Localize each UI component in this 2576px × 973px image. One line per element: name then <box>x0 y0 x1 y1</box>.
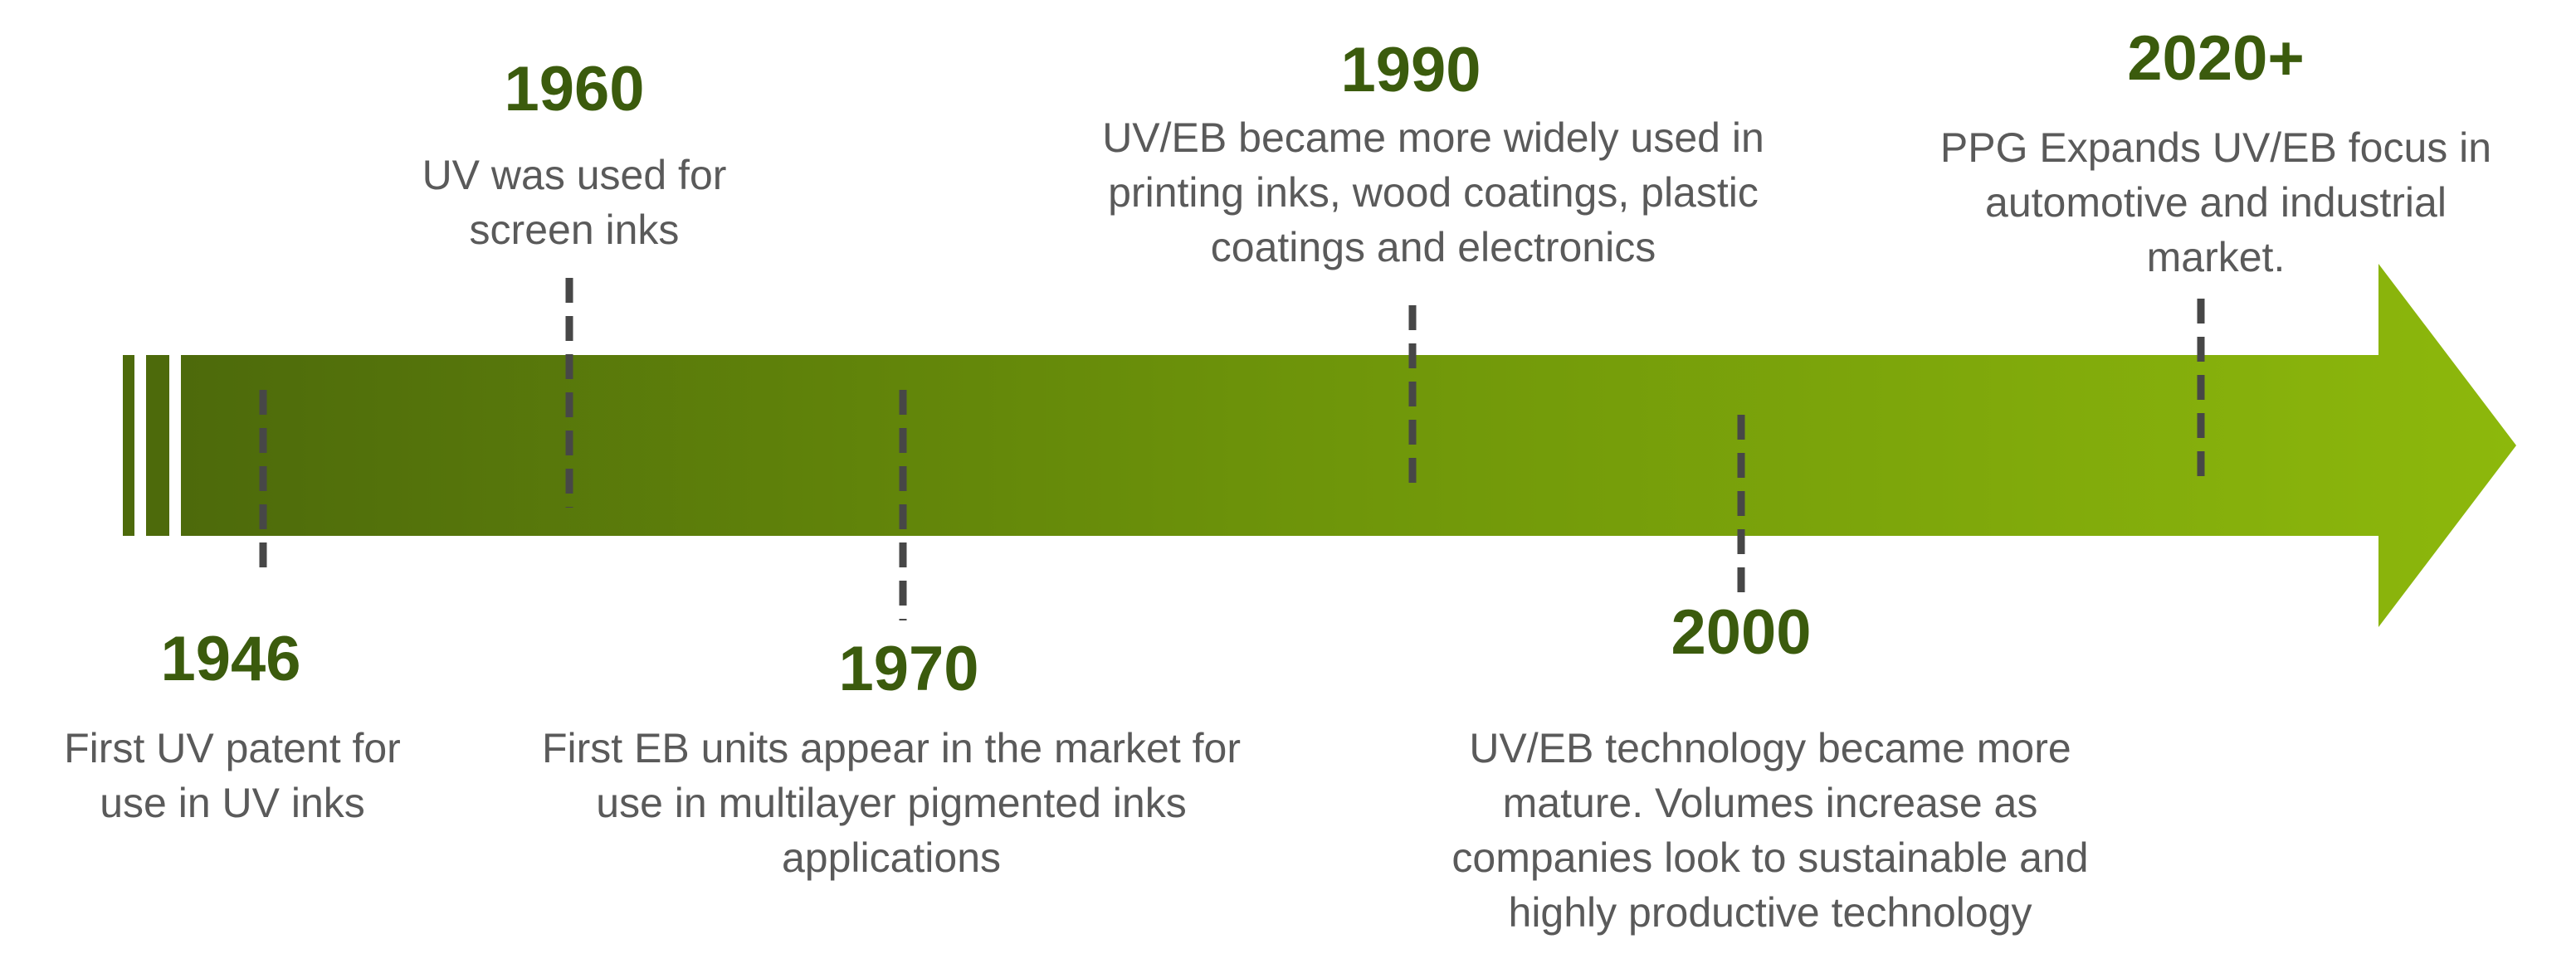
event-year: 1990 <box>1340 35 1481 105</box>
event-description: use in multilayer pigmented inks <box>596 780 1186 826</box>
event-description: companies look to sustainable and <box>1451 834 2088 881</box>
event-year: 1946 <box>160 624 300 694</box>
event-description: market. <box>2147 234 2286 280</box>
event-year: 1960 <box>504 54 644 124</box>
arrow-stripe <box>123 355 134 536</box>
event-description: PPG Expands UV/EB focus in <box>1940 124 2491 171</box>
event-description: UV was used for <box>422 152 727 198</box>
event-description: mature. Volumes increase as <box>1503 780 2038 826</box>
event-description: First EB units appear in the market for <box>542 725 1241 771</box>
event-description: screen inks <box>470 207 680 253</box>
event-year: 2020+ <box>2127 23 2304 94</box>
event-year: 1970 <box>838 634 978 704</box>
event-year: 2000 <box>1671 597 1811 668</box>
event-description: coatings and electronics <box>1211 224 1656 270</box>
arrow-stripe <box>146 355 169 536</box>
timeline-arrow <box>181 264 2516 627</box>
event-description: highly productive technology <box>1509 889 2032 936</box>
event-description: printing inks, wood coatings, plastic <box>1108 169 1759 216</box>
event-description: applications <box>782 834 1001 881</box>
event-description: use in UV inks <box>100 780 365 826</box>
event-description: automotive and industrial <box>1985 179 2447 226</box>
event-description: First UV patent for <box>64 725 401 771</box>
event-description: UV/EB technology became more <box>1469 725 2071 771</box>
event-description: UV/EB became more widely used in <box>1102 114 1764 161</box>
